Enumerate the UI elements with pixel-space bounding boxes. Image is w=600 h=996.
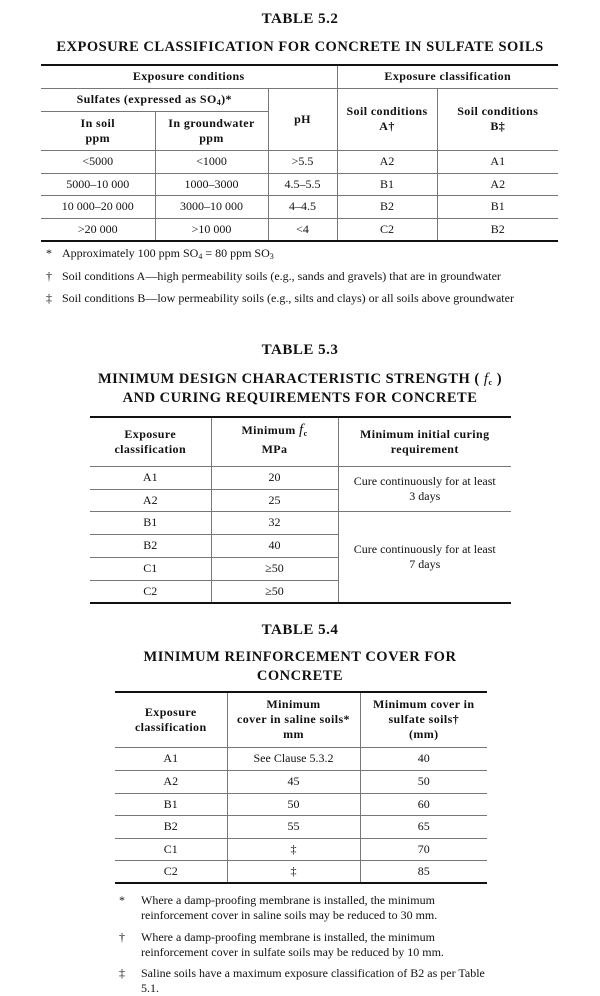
cell: 40 <box>359 746 487 771</box>
cell: B1 <box>115 792 228 816</box>
header-ph: pH <box>267 87 338 151</box>
cell: 60 <box>359 792 487 816</box>
cell: 32 <box>210 510 339 535</box>
table-5-4-title: MINIMUM REINFORCEMENT COVER FOR CONCRETE <box>143 649 457 684</box>
cell: A1 <box>90 465 212 490</box>
cell: >20 000 <box>41 217 156 242</box>
header-sulfate-cover: Minimum cover in sulfate soils† (mm) <box>359 691 487 748</box>
cell: A2 <box>90 488 212 512</box>
table-5-4-label: TABLE 5.4 <box>261 622 339 638</box>
footnote: * Approximately 100 ppm SO4 = 80 ppm SO3 <box>46 246 274 261</box>
table-5-2-title: EXPOSURE CLASSIFICATION FOR CONCRETE IN … <box>56 39 544 55</box>
cell: 4.5–5.5 <box>267 172 338 196</box>
table-row: B1 32 Cure continuously for at least 7 day… <box>90 510 511 604</box>
footnote: † Soil conditions A—high permeability soi… <box>46 269 501 283</box>
header-minimum-fc: Minimum fc MPa <box>210 416 339 467</box>
footnote: † Where a damp-proofing membrane is insta… <box>119 930 444 959</box>
cell: 50 <box>226 792 361 816</box>
table-row: >20 000 >10 000 <4 C2 B2 <box>41 217 558 242</box>
table-row: <5000 <1000 >5.5 A2 A1 <box>41 149 558 174</box>
cell: C1 <box>90 556 212 581</box>
table-row: A1 See Clause 5.3.2 40 <box>115 746 487 771</box>
cell: 10 000–20 000 <box>41 194 156 219</box>
table-row: B2 55 65 <box>115 814 487 839</box>
cell: C2 <box>115 859 228 884</box>
cell: <4 <box>267 217 338 242</box>
table-row: C2 ‡ 85 <box>115 859 487 884</box>
table-5-2-label: TABLE 5.2 <box>261 11 339 27</box>
table-row: 10 000–20 000 3000–10 000 4–4.5 B2 B1 <box>41 194 558 219</box>
header-curing: Minimum initial curing requirement <box>337 416 511 467</box>
cell: 4–4.5 <box>267 194 338 219</box>
cell: ≥50 <box>210 579 338 604</box>
cell-cure-7-days: Cure continuously for at least 7 days <box>337 510 511 604</box>
table-row: C2 ≥50 <box>90 579 511 604</box>
cell: 3000–10 000 <box>154 194 269 219</box>
table-row: 5000–10 000 1000–3000 4.5–5.5 B1 A2 <box>41 172 558 196</box>
header-in-soil: In soil ppm <box>41 110 156 151</box>
cell: A1 <box>115 746 228 771</box>
cell: A2 <box>336 149 438 174</box>
cell: A2 <box>436 172 558 196</box>
cell: B1 <box>90 510 212 535</box>
cell: 50 <box>359 769 487 794</box>
footnote: ‡ Saline soils have a maximum exposure cl… <box>119 966 485 995</box>
table-row: A2 25 <box>90 488 511 512</box>
cell: 20 <box>210 465 339 490</box>
cell: C2 <box>336 217 438 242</box>
table-row: B1 50 60 <box>115 792 487 816</box>
table-5-3-label: TABLE 5.3 <box>261 342 339 358</box>
header-exposure-classification: Exposure classification <box>90 416 212 467</box>
cell: >5.5 <box>267 149 338 174</box>
table-5-3: Exposure classification Minimum fc MPa Mi… <box>90 416 511 604</box>
cell: <1000 <box>154 149 269 174</box>
cell: ‡ <box>226 859 361 884</box>
cell: B2 <box>115 814 228 839</box>
cell: C2 <box>90 579 212 604</box>
cell: B1 <box>436 194 558 219</box>
cell: See Clause 5.3.2 <box>226 746 361 771</box>
cell: 25 <box>210 488 338 512</box>
cell: ≥50 <box>210 556 338 581</box>
cell: B2 <box>336 194 438 219</box>
header-in-groundwater: In groundwater ppm <box>154 110 268 151</box>
table-row: A1 20 Cure continuously for at least 3 day… <box>90 465 511 512</box>
cell: 55 <box>226 814 361 839</box>
cell: B1 <box>336 172 438 196</box>
table-5-2: Exposure conditions Exposure classificat… <box>41 64 558 242</box>
table-row: B2 40 <box>90 533 511 558</box>
cell-cure-3-days: Cure continuously for at least 3 days <box>337 465 511 512</box>
header-exposure-classification: Exposure classification <box>336 64 558 89</box>
cell: C1 <box>115 837 228 861</box>
footnote: ‡ Soil conditions B—low permeability soil… <box>46 291 514 305</box>
table-5-3-title: MINIMUM DESIGN CHARACTERISTIC STRENGTH (… <box>97 371 503 406</box>
header-exposure-classification: Exposure classification <box>115 691 228 748</box>
cell: 65 <box>359 814 487 839</box>
cell: ‡ <box>226 837 361 861</box>
cell: 45 <box>226 769 361 794</box>
header-sulfates: Sulfates (expressed as SO4)* <box>41 87 269 112</box>
cell: <5000 <box>41 149 156 174</box>
cell: 85 <box>359 859 487 884</box>
header-soil-a: Soil conditions A† <box>336 87 438 151</box>
cell: A1 <box>436 149 558 174</box>
cell: A2 <box>115 769 228 794</box>
cell: 1000–3000 <box>154 172 269 196</box>
cell: B2 <box>436 217 558 242</box>
table-row: C1 ‡ 70 <box>115 837 487 861</box>
header-saline-cover: Minimum cover in saline soils* mm <box>226 691 361 748</box>
footnote: * Where a damp-proofing membrane is insta… <box>119 893 438 922</box>
header-exposure-conditions: Exposure conditions <box>41 64 338 89</box>
cell: B2 <box>90 533 212 558</box>
cell: 70 <box>359 837 487 861</box>
header-soil-b: Soil conditions B‡ <box>436 87 558 151</box>
cell: 5000–10 000 <box>41 172 156 196</box>
table-5-4: Exposure classification Minimum cover in … <box>115 691 487 884</box>
cell: >10 000 <box>154 217 269 242</box>
cell: 40 <box>210 533 338 558</box>
table-row: A2 45 50 <box>115 769 487 794</box>
